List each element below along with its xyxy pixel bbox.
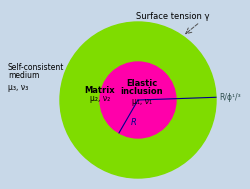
Text: inclusion: inclusion [121, 87, 163, 96]
Text: Self-consistent: Self-consistent [8, 63, 64, 72]
Text: Surface tension γ: Surface tension γ [136, 12, 210, 21]
Text: medium: medium [8, 71, 40, 80]
Text: R/ϕ¹/³: R/ϕ¹/³ [219, 93, 241, 102]
Text: R: R [130, 118, 136, 127]
Text: Elastic: Elastic [126, 79, 158, 88]
Text: μ₃, ν₃: μ₃, ν₃ [8, 83, 28, 92]
Circle shape [100, 62, 176, 138]
Text: μ₁, ν₁: μ₁, ν₁ [132, 97, 152, 106]
Text: μ₂, ν₂: μ₂, ν₂ [90, 94, 110, 103]
Text: Matrix: Matrix [85, 86, 115, 95]
Circle shape [60, 22, 216, 178]
